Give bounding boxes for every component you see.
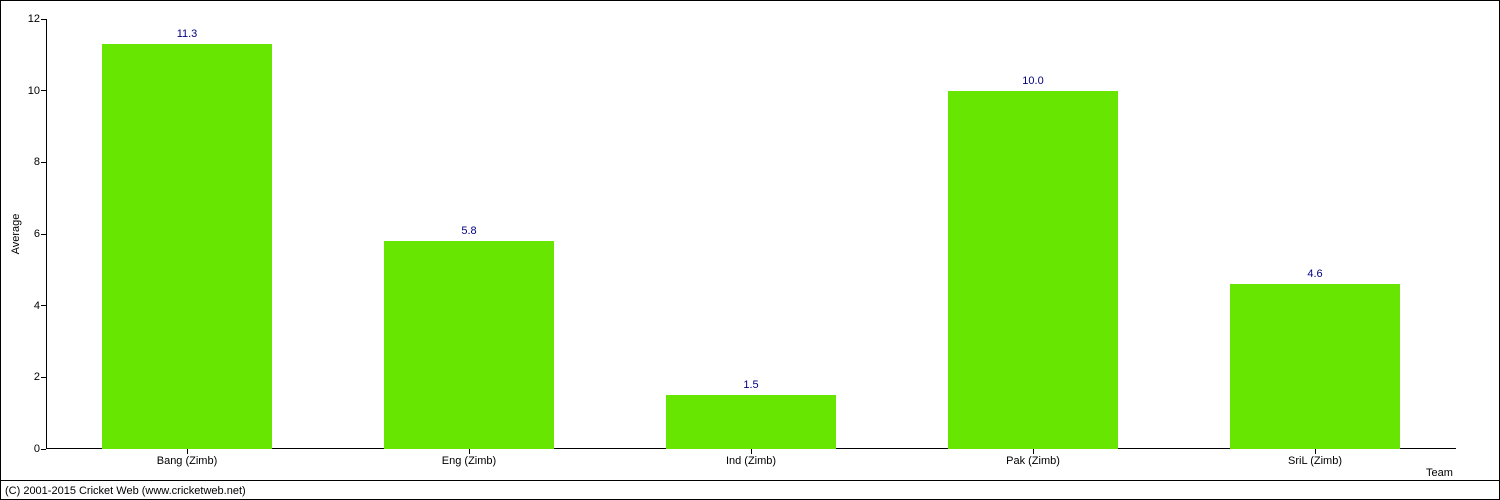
bar-value-label: 1.5: [743, 379, 758, 391]
bar: [384, 241, 553, 449]
x-tick-label: Eng (Zimb): [442, 449, 496, 467]
y-axis-label: Average: [10, 214, 22, 255]
y-tick-label: 0: [34, 443, 46, 455]
chart-frame: 0 2 4 6 8 10 12 11.3 Bang (Zimb) 5.8 Eng (Zimb) 1.5…: [0, 0, 1500, 500]
y-tick-label: 10: [28, 85, 46, 97]
x-tick-label: Pak (Zimb): [1006, 449, 1060, 467]
bar-value-label: 5.8: [461, 225, 476, 237]
x-tick-label: SriL (Zimb): [1288, 449, 1342, 467]
copyright-text: (C) 2001-2015 Cricket Web (www.cricketwe…: [5, 485, 246, 497]
bar-value-label: 4.6: [1307, 268, 1322, 280]
bar-value-label: 11.3: [177, 28, 198, 40]
plot-area: 02468101211.3Bang (Zimb)5.8Eng (Zimb)1.5…: [46, 19, 1456, 449]
y-tick-label: 12: [28, 13, 46, 25]
x-axis-label: Team: [1426, 467, 1453, 479]
y-tick-label: 4: [34, 300, 46, 312]
y-tick-label: 2: [34, 371, 46, 383]
x-tick-label: Ind (Zimb): [726, 449, 776, 467]
bar-value-label: 10.0: [1022, 75, 1043, 87]
bar: [1230, 284, 1399, 449]
bar: [666, 395, 835, 449]
x-tick-label: Bang (Zimb): [157, 449, 218, 467]
y-tick-label: 8: [34, 156, 46, 168]
bar: [102, 44, 271, 449]
bar: [948, 91, 1117, 449]
y-axis-line: [46, 19, 47, 449]
copyright-divider: [1, 480, 1499, 481]
y-tick-label: 6: [34, 228, 46, 240]
